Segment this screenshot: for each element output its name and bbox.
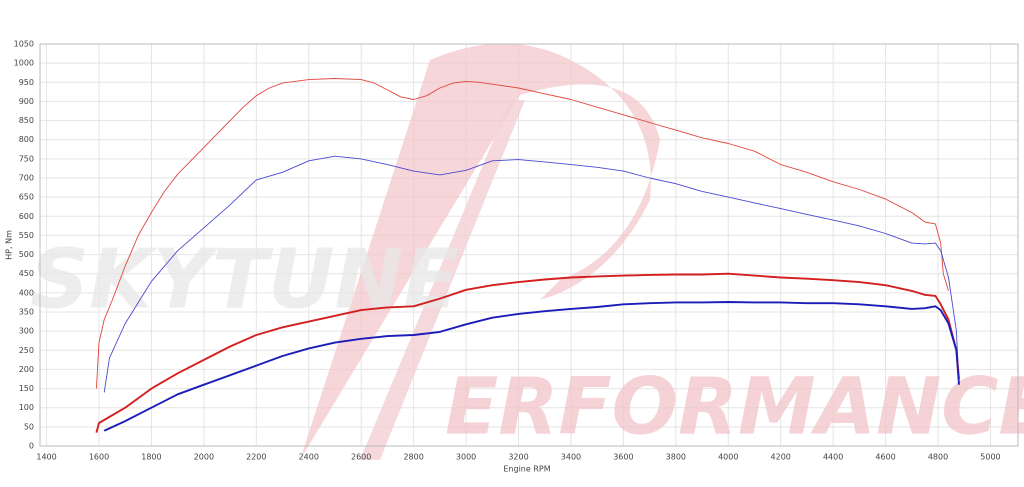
series-line <box>95 272 960 433</box>
y-axis-label: HP, Nm <box>5 230 14 260</box>
x-tick-label: 3000 <box>456 453 476 462</box>
series-line <box>103 155 960 393</box>
x-tick-label: 4000 <box>718 453 738 462</box>
x-tick-label: 4600 <box>875 453 895 462</box>
y-tick-label: 300 <box>19 327 34 336</box>
y-tick-label: 50 <box>24 422 34 431</box>
y-tick-label: 750 <box>19 154 34 163</box>
x-axis-label: Engine RPM <box>503 465 550 474</box>
y-tick-label: 200 <box>19 365 34 374</box>
x-tick-label: 3800 <box>666 453 686 462</box>
y-tick-label: 550 <box>19 231 34 240</box>
watermark-tagline: ERFORMANCE <box>445 362 1024 452</box>
y-tick-label: 250 <box>19 346 34 355</box>
y-tick-label: 650 <box>19 193 34 202</box>
y-tick-label: 1050 <box>14 40 34 49</box>
series-line <box>103 301 960 432</box>
watermark: SKYTUNE ERFORMANCE <box>30 43 1024 461</box>
watermark-brand: SKYTUNE <box>30 232 459 327</box>
x-tick-label: 4400 <box>823 453 843 462</box>
watermark-p <box>300 43 660 461</box>
y-tick-label: 0 <box>29 442 34 451</box>
x-tick-label: 2800 <box>403 453 423 462</box>
y-tick-label: 700 <box>19 174 34 183</box>
x-tick-label: 2600 <box>351 453 371 462</box>
y-tick-label: 450 <box>19 269 34 278</box>
y-tick-label: 400 <box>19 288 34 297</box>
y-tick-label: 150 <box>19 384 34 393</box>
y-tick-label: 100 <box>19 403 34 412</box>
grid <box>40 43 1018 447</box>
y-tick-label: 850 <box>19 116 34 125</box>
y-tick-label: 950 <box>19 78 34 87</box>
x-tick-label: 1800 <box>141 453 161 462</box>
plot-frame <box>39 43 1019 447</box>
series-line <box>95 78 949 389</box>
x-tick-label: 5000 <box>980 453 1000 462</box>
x-tick-label: 3600 <box>613 453 633 462</box>
x-tick-label: 3200 <box>508 453 528 462</box>
y-tick-label: 500 <box>19 250 34 259</box>
x-tick-label: 1600 <box>89 453 109 462</box>
x-tick-label: 4200 <box>771 453 791 462</box>
y-tick-label: 350 <box>19 308 34 317</box>
y-tick-label: 1000 <box>14 59 34 68</box>
x-tick-label: 3400 <box>561 453 581 462</box>
x-tick-label: 1400 <box>36 453 56 462</box>
x-tick-label: 2400 <box>299 453 319 462</box>
y-tick-label: 600 <box>19 212 34 221</box>
x-tick-label: 2200 <box>246 453 266 462</box>
y-tick-label: 900 <box>19 97 34 106</box>
x-tick-label: 2000 <box>194 453 214 462</box>
x-tick-label: 4800 <box>928 453 948 462</box>
watermark-stroke <box>360 100 525 460</box>
y-tick-label: 800 <box>19 135 34 144</box>
